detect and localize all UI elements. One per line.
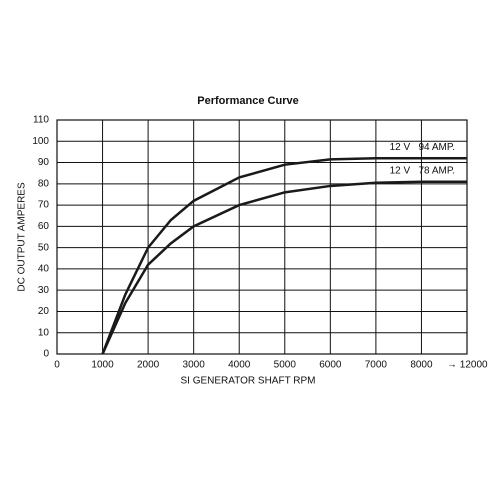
y-tick-label: 10: [38, 327, 50, 338]
x-axis-title: SI GENERATOR SHAFT RPM: [180, 376, 315, 387]
x-tick-label: 8000: [410, 360, 433, 371]
x-tick-label: 1000: [91, 360, 114, 371]
x-tick-label: 4000: [228, 360, 251, 371]
x-tick-label: 7000: [365, 360, 388, 371]
x-tick-label: 3000: [183, 360, 206, 371]
y-tick-label: 0: [43, 349, 49, 360]
x-tick-label: 0: [54, 360, 60, 371]
series-label: 12 V 94 AMP.: [390, 142, 455, 153]
y-tick-label: 20: [38, 306, 50, 317]
x-tick-label: 5000: [274, 360, 297, 371]
y-tick-label: 90: [38, 157, 50, 168]
axis-annotation: → 12000: [447, 360, 488, 371]
y-axis-title: DC OUTPUT AMPERES: [17, 182, 28, 292]
series-line: [101, 180, 467, 355]
series-line: [101, 157, 467, 355]
y-tick-label: 80: [38, 178, 50, 189]
y-tick-label: 60: [38, 221, 50, 232]
x-tick-label: 6000: [319, 360, 342, 371]
y-tick-label: 70: [38, 200, 50, 211]
x-tick-label: 2000: [137, 360, 160, 371]
y-tick-label: 30: [38, 285, 50, 296]
y-tick-label: 40: [38, 264, 50, 275]
y-tick-label: 50: [38, 242, 50, 253]
y-tick-label: 100: [32, 136, 49, 147]
series-label: 12 V 78 AMP.: [390, 165, 455, 176]
y-tick-label: 110: [33, 115, 49, 126]
chart-title: Performance Curve: [197, 95, 299, 107]
